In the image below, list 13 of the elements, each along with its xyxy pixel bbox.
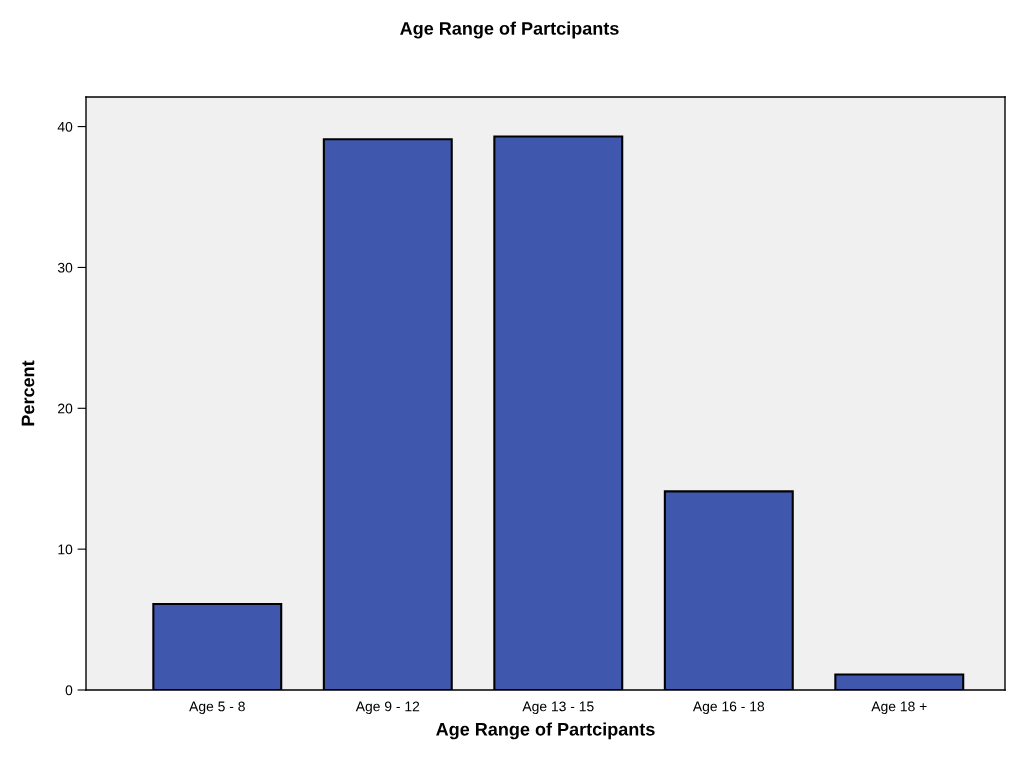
- y-tick-label: 20: [58, 403, 73, 414]
- y-tick-label: 40: [57, 121, 73, 132]
- x-tick-label: Age 9 - 12: [355, 701, 420, 715]
- x-tick-label: Age 13 - 15: [522, 701, 594, 715]
- x-axis-title: Age Range of Partcipants: [436, 722, 655, 740]
- x-tick-label: Age 16 - 18: [692, 701, 765, 715]
- y-axis-title: Percent: [21, 360, 35, 426]
- chart-title: Age Range of Partcipants: [400, 21, 619, 39]
- y-tick-label: 0: [65, 685, 73, 696]
- x-tick-label: Age 5 - 8: [189, 701, 245, 715]
- x-tick-label: Age 18 +: [871, 701, 927, 715]
- y-tick-label: 10: [58, 544, 73, 555]
- y-tick-label: 30: [57, 262, 73, 273]
